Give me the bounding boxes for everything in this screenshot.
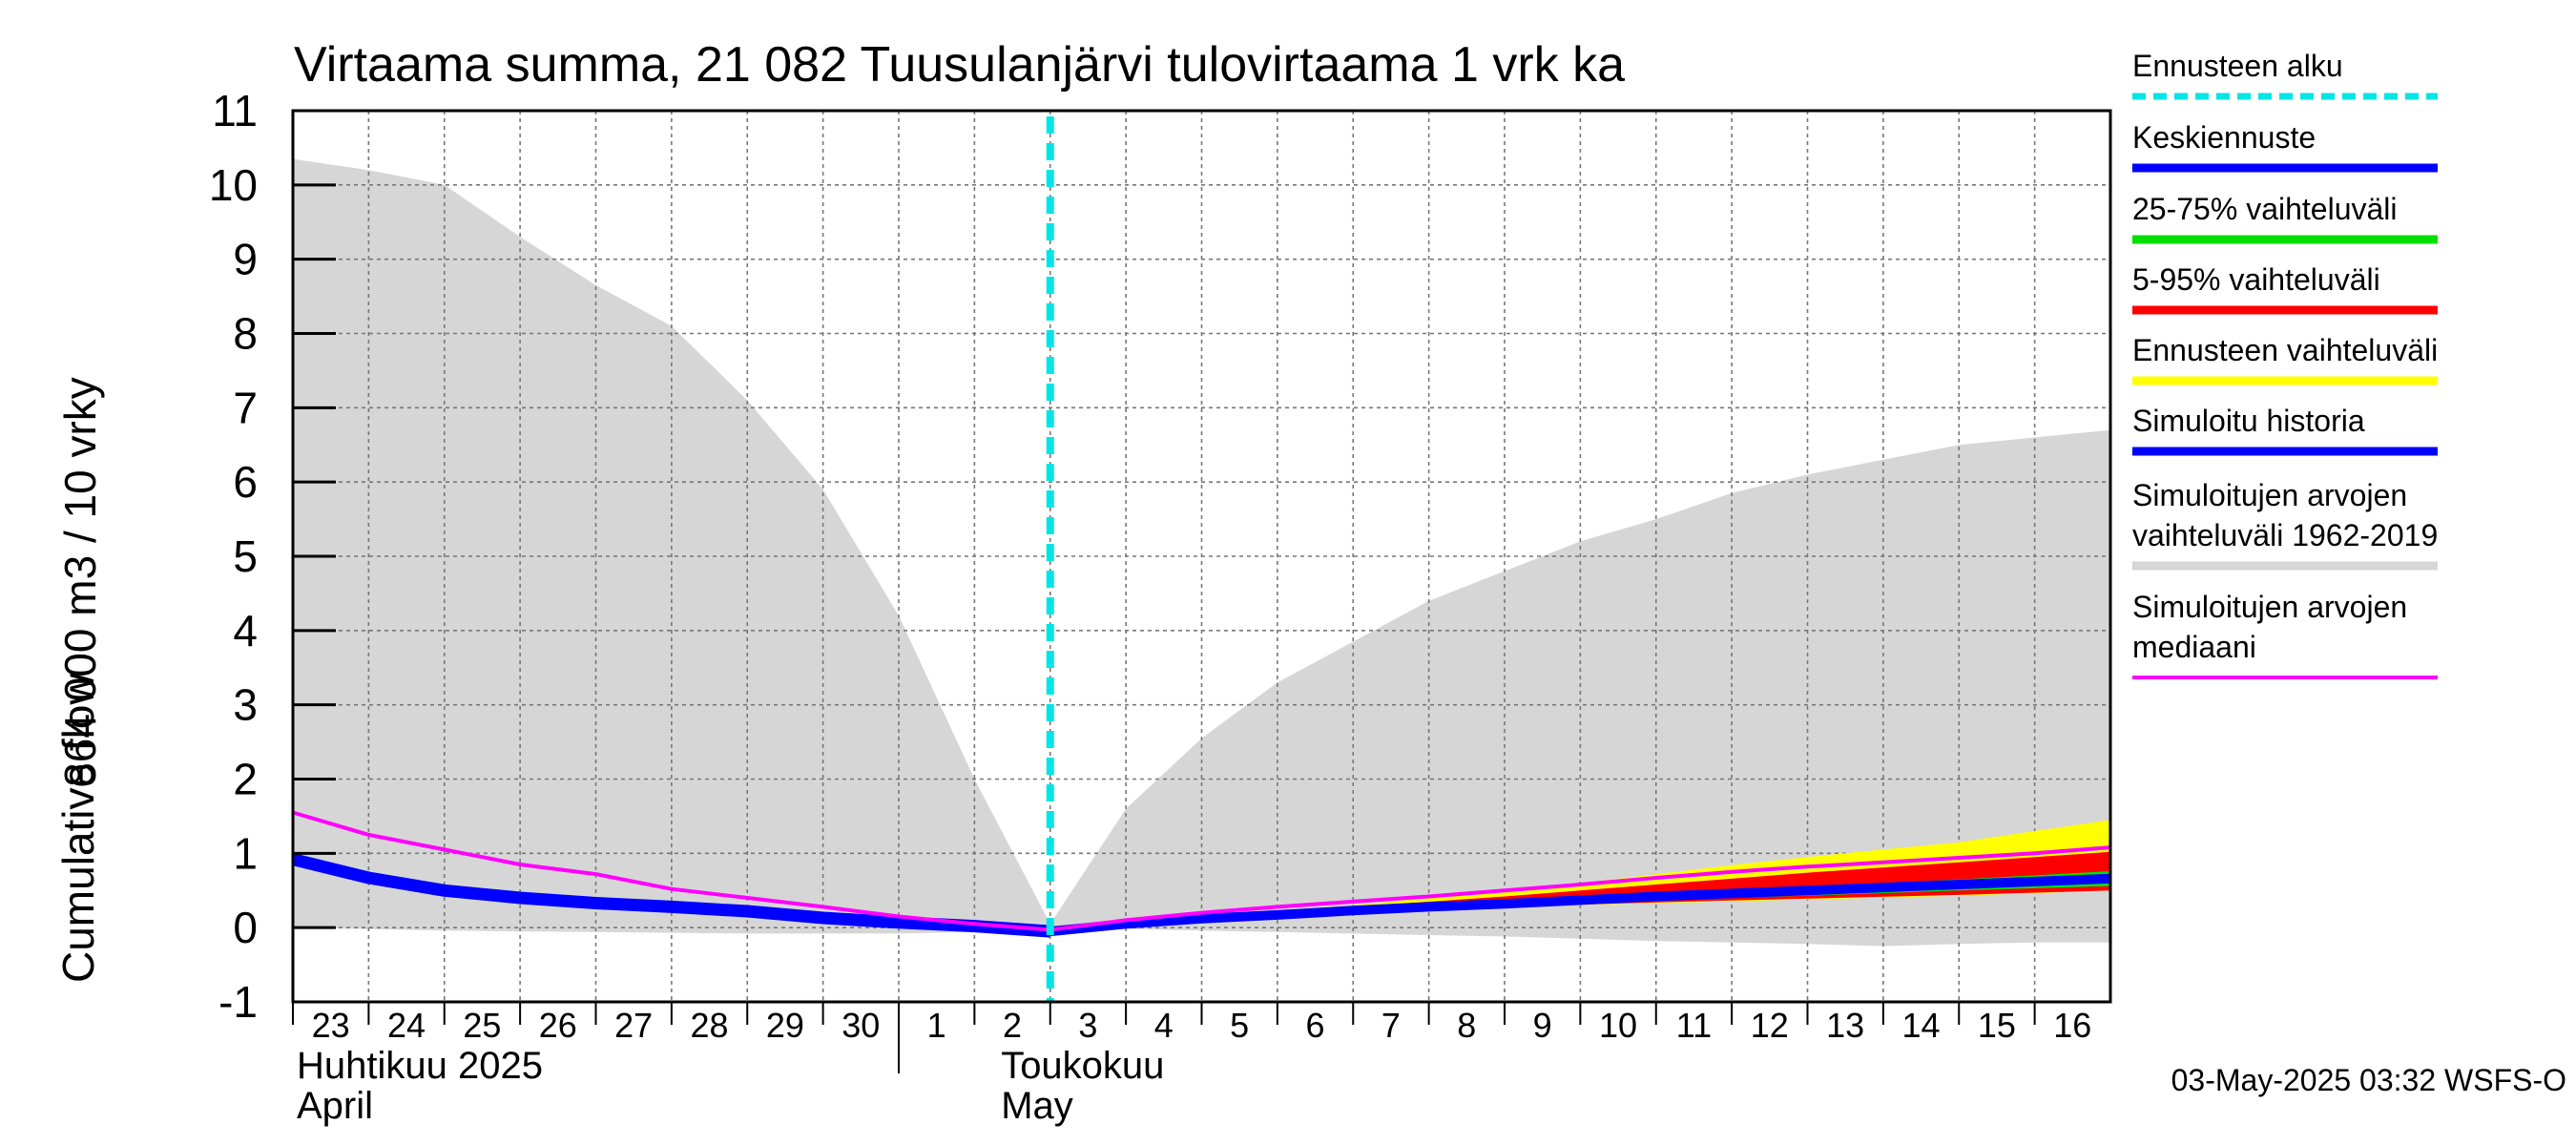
- legend-label: Ennusteen vaihteluväli: [2132, 333, 2438, 367]
- y-tick-label: 11: [212, 86, 258, 135]
- month-label-english: April: [297, 1085, 373, 1127]
- p5-95-band: [1049, 851, 2110, 928]
- month-label-english: May: [1001, 1085, 1073, 1127]
- y-tick-label: 10: [209, 160, 258, 210]
- legend-label: Simuloitujen arvojen: [2132, 478, 2407, 512]
- y-tick-label: 3: [233, 680, 258, 730]
- legend-label: Simuloitujen arvojen: [2132, 590, 2407, 624]
- x-tick-label: 5: [1230, 1006, 1249, 1045]
- x-tick-label: 15: [1978, 1006, 2016, 1045]
- x-tick-label: 30: [841, 1006, 880, 1045]
- x-tick-label: 14: [1902, 1006, 1941, 1045]
- x-tick-label: 9: [1533, 1006, 1552, 1045]
- y-tick-label: 0: [233, 903, 258, 952]
- legend-label-line2: mediaani: [2132, 630, 2256, 664]
- y-tick-label: -1: [218, 977, 258, 1027]
- x-tick-label: 26: [539, 1006, 577, 1045]
- legend-label: 25-75% vaihteluväli: [2132, 192, 2398, 226]
- legend-label: Ennusteen alku: [2132, 49, 2343, 83]
- y-tick-label: 6: [233, 457, 258, 507]
- x-tick-label: 29: [766, 1006, 804, 1045]
- legend-item: Simuloitu historia: [2132, 404, 2438, 456]
- x-tick-label: 16: [2053, 1006, 2091, 1045]
- x-tick-label: 24: [387, 1006, 426, 1045]
- simulated-history-line: [291, 853, 1051, 938]
- month-label: Huhtikuu 2025: [297, 1045, 543, 1087]
- grid: [293, 111, 2110, 1002]
- plot-area: [291, 109, 2112, 1004]
- y-axis-label-1: Cumulative flow: [53, 673, 103, 983]
- legend-label-line2: vaihteluväli 1962-2019: [2132, 518, 2438, 552]
- x-tick-label: 13: [1826, 1006, 1864, 1045]
- timestamp: 03-May-2025 03:32 WSFS-O: [2171, 1063, 2566, 1097]
- legend-label: Keskiennuste: [2132, 120, 2316, 155]
- month-label: Toukokuu: [1001, 1045, 1164, 1087]
- y-tick-label: 5: [233, 531, 258, 581]
- x-tick-label: 2: [1003, 1006, 1022, 1045]
- legend-label: 5-95% vaihteluväli: [2132, 262, 2380, 297]
- x-tick-label: 4: [1154, 1006, 1174, 1045]
- y-axis-label-2: 864 000 m3 / 10 vrky: [55, 377, 105, 787]
- legend-item: Simuloitujen arvojen mediaani: [2132, 590, 2438, 679]
- legend-item: Keskiennuste: [2132, 120, 2438, 173]
- x-tick-label: 28: [691, 1006, 729, 1045]
- chart-title: Virtaama summa, 21 082 Tuusulanjärvi tul…: [294, 37, 1625, 93]
- x-tick-label: 8: [1457, 1006, 1476, 1045]
- x-tick-label: 3: [1078, 1006, 1097, 1045]
- y-tick-label: 4: [233, 606, 258, 656]
- y-tick-label: 8: [233, 309, 258, 359]
- legend-item: Ennusteen alku: [2132, 49, 2438, 100]
- y-tick-label: 1: [233, 828, 258, 878]
- x-tick-label: 7: [1381, 1006, 1401, 1045]
- legend-item: 5-95% vaihteluväli: [2132, 262, 2438, 315]
- median-line: [292, 810, 2111, 932]
- x-tick-label: 11: [1676, 1006, 1712, 1045]
- y-tick-label: 7: [233, 383, 258, 432]
- x-tick-label: 23: [312, 1006, 350, 1045]
- legend-item: Ennusteen vaihteluväli: [2132, 333, 2438, 385]
- x-tick-label: 10: [1599, 1006, 1637, 1045]
- legend-label: Simuloitu historia: [2132, 404, 2365, 438]
- x-tick-label: 12: [1751, 1006, 1789, 1045]
- x-tick-label: 25: [463, 1006, 501, 1045]
- legend-item: Simuloitujen arvojen vaihteluväli 1962-20…: [2132, 478, 2438, 571]
- x-tick-label: 1: [927, 1006, 946, 1045]
- y-tick-label: 2: [233, 755, 258, 804]
- legend: Ennusteen alku Keskiennuste 25-75% vaihtel…: [2132, 49, 2438, 679]
- x-tick-label: 27: [614, 1006, 653, 1045]
- legend-item: 25-75% vaihteluväli: [2132, 192, 2438, 244]
- x-tick-label: 6: [1306, 1006, 1325, 1045]
- mean-forecast-line: [1049, 873, 2111, 937]
- envelope-band: [293, 158, 2110, 947]
- y-tick-label: 9: [233, 235, 258, 284]
